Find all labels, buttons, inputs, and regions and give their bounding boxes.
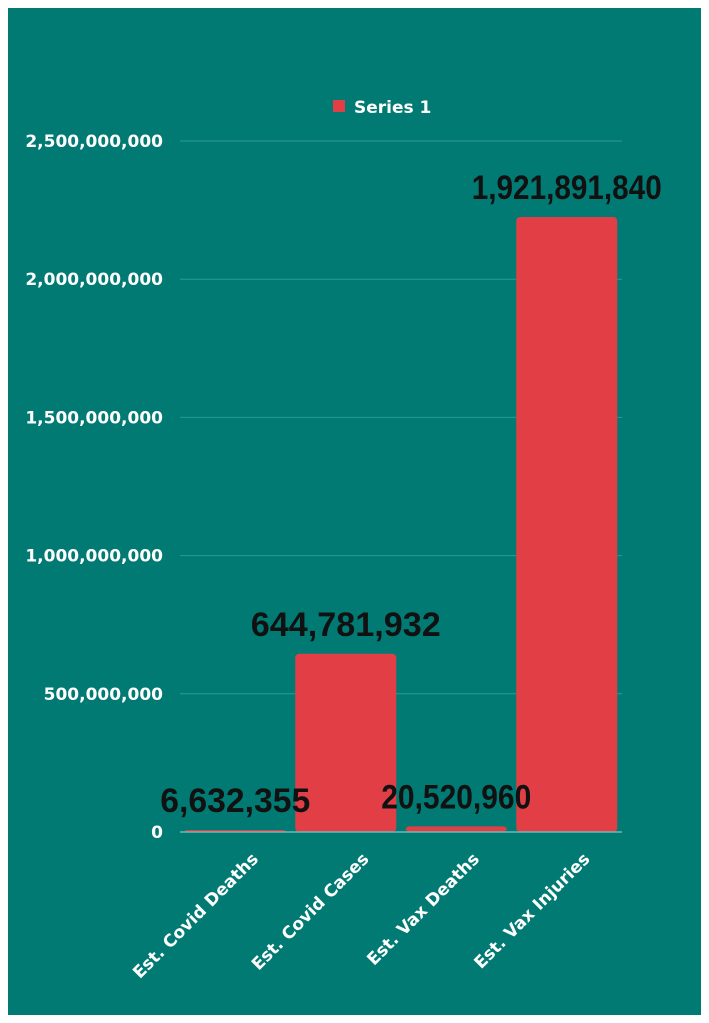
data-label: 1,921,891,840 bbox=[472, 169, 662, 207]
legend: Series 1 bbox=[333, 98, 431, 118]
y-axis-ticks: 0 500,000,000 1,000,000,000 1,500,000,000 2,… bbox=[25, 132, 163, 843]
data-label: 6,632,355 bbox=[160, 782, 310, 820]
y-tick-label: 2,500,000,000 bbox=[25, 132, 163, 152]
y-tick-label: 2,000,000,000 bbox=[25, 270, 163, 290]
bar bbox=[516, 217, 618, 832]
bar bbox=[405, 826, 507, 832]
bars bbox=[184, 217, 618, 832]
x-category-label: Est. Vax Injuries bbox=[471, 849, 595, 973]
data-labels: 6,632,355 644,781,932 20,520,960 1,921,891,… bbox=[160, 169, 662, 820]
legend-label: Series 1 bbox=[354, 98, 431, 118]
data-label: 20,520,960 bbox=[381, 778, 531, 816]
x-category-label: Est. Covid Deaths bbox=[129, 849, 263, 983]
data-label: 644,781,932 bbox=[251, 606, 441, 644]
y-tick-label: 1,500,000,000 bbox=[25, 408, 163, 428]
x-category-label: Est. Vax Deaths bbox=[363, 849, 483, 969]
x-category-label: Est. Covid Cases bbox=[248, 849, 373, 974]
y-tick-label: 1,000,000,000 bbox=[25, 547, 163, 567]
y-tick-label: 500,000,000 bbox=[44, 685, 164, 705]
legend-swatch bbox=[333, 100, 345, 112]
y-tick-label: 0 bbox=[151, 823, 163, 843]
bar bbox=[295, 653, 397, 832]
